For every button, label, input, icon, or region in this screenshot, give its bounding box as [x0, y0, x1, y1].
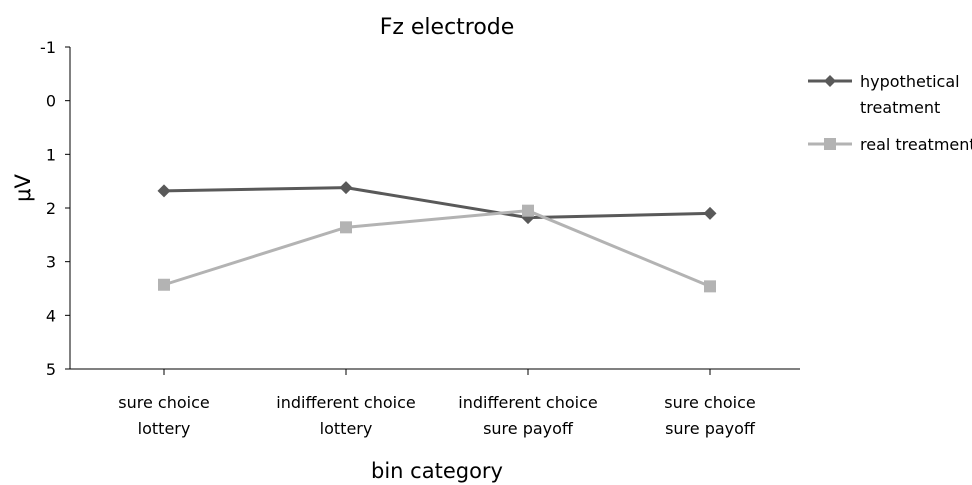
x-tick-label: sure payoff [665, 419, 756, 438]
x-tick-label: indifferent choice [458, 393, 597, 412]
data-point [704, 280, 716, 293]
data-point [522, 204, 534, 217]
data-point [340, 221, 352, 234]
x-tick-label: lottery [320, 419, 373, 438]
legend-marker-1 [824, 138, 836, 150]
data-point [339, 181, 353, 195]
x-axis-ticks: sure choice lottery indifferent choice lott… [118, 369, 756, 438]
x-axis-title: bin category [371, 459, 503, 483]
legend-label-1: real treatment [860, 135, 972, 154]
y-tick-label: -1 [40, 38, 56, 57]
series-line-1 [163, 209, 711, 288]
y-axis-title: μV [11, 174, 35, 202]
y-tick-label: 3 [46, 253, 56, 272]
data-point [158, 278, 170, 291]
y-tick-label: 1 [46, 145, 56, 164]
legend-marker-0 [824, 75, 836, 87]
x-tick-label: sure payoff [483, 419, 574, 438]
data-point [703, 206, 717, 220]
series-group [157, 181, 717, 293]
y-axis-ticks: -1 0 1 2 3 4 5 [40, 38, 70, 379]
x-tick-label: sure choice [664, 393, 755, 412]
y-tick-label: 4 [46, 306, 56, 325]
data-point [157, 184, 171, 198]
x-tick-label: lottery [138, 419, 191, 438]
x-tick-label: sure choice [118, 393, 209, 412]
legend-label-0: treatment [860, 98, 940, 117]
y-tick-label: 0 [46, 92, 56, 111]
chart-title: Fz electrode [380, 15, 515, 40]
x-tick-label: indifferent choice [276, 393, 415, 412]
legend: hypothetical treatment real treatment [808, 72, 972, 154]
y-tick-label: 5 [46, 360, 56, 379]
legend-label-0: hypothetical [860, 72, 960, 91]
series-line-0 [163, 186, 711, 220]
y-tick-label: 2 [46, 199, 56, 218]
